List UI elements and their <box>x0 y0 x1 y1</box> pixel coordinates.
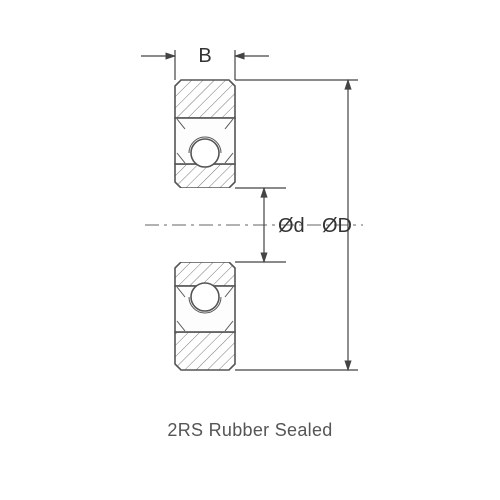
label-bore-d: Ød <box>278 215 305 237</box>
label-width-B: B <box>198 45 211 67</box>
diagram-caption: 2RS Rubber Sealed <box>0 420 500 441</box>
label-outer-D: ØD <box>322 215 352 237</box>
